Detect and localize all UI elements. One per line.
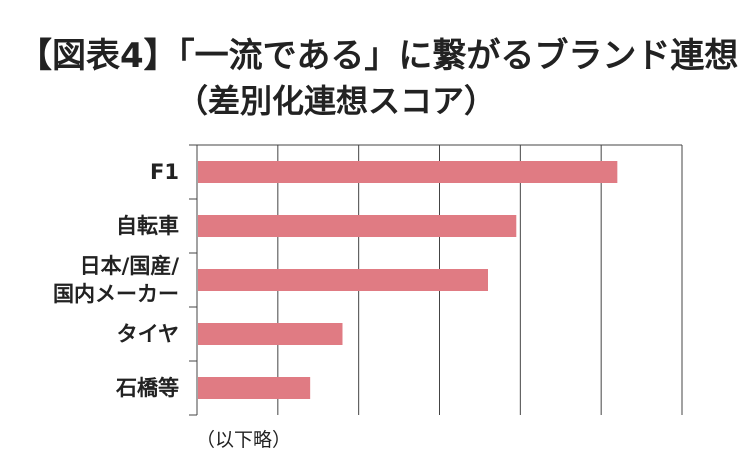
bar-2 [198, 269, 488, 291]
category-label: F1 [150, 160, 179, 184]
chart-subtitle: （差別化連想スコア） [176, 82, 497, 120]
bar-0 [198, 161, 618, 183]
chart-title: 【図表4】「一流である」に繋がるブランド連想 [18, 36, 739, 76]
category-label: タイヤ [117, 322, 179, 346]
bar-4 [198, 377, 311, 399]
bar-1 [198, 215, 517, 237]
footnote: （以下略） [196, 429, 292, 451]
category-label: 自転車 [116, 214, 179, 238]
category-label: 国内メーカー [53, 282, 179, 306]
bar-3 [198, 323, 343, 345]
category-label: 日本/国産/ [80, 254, 180, 278]
category-label: 石橋等 [115, 376, 179, 400]
bars [198, 161, 618, 399]
